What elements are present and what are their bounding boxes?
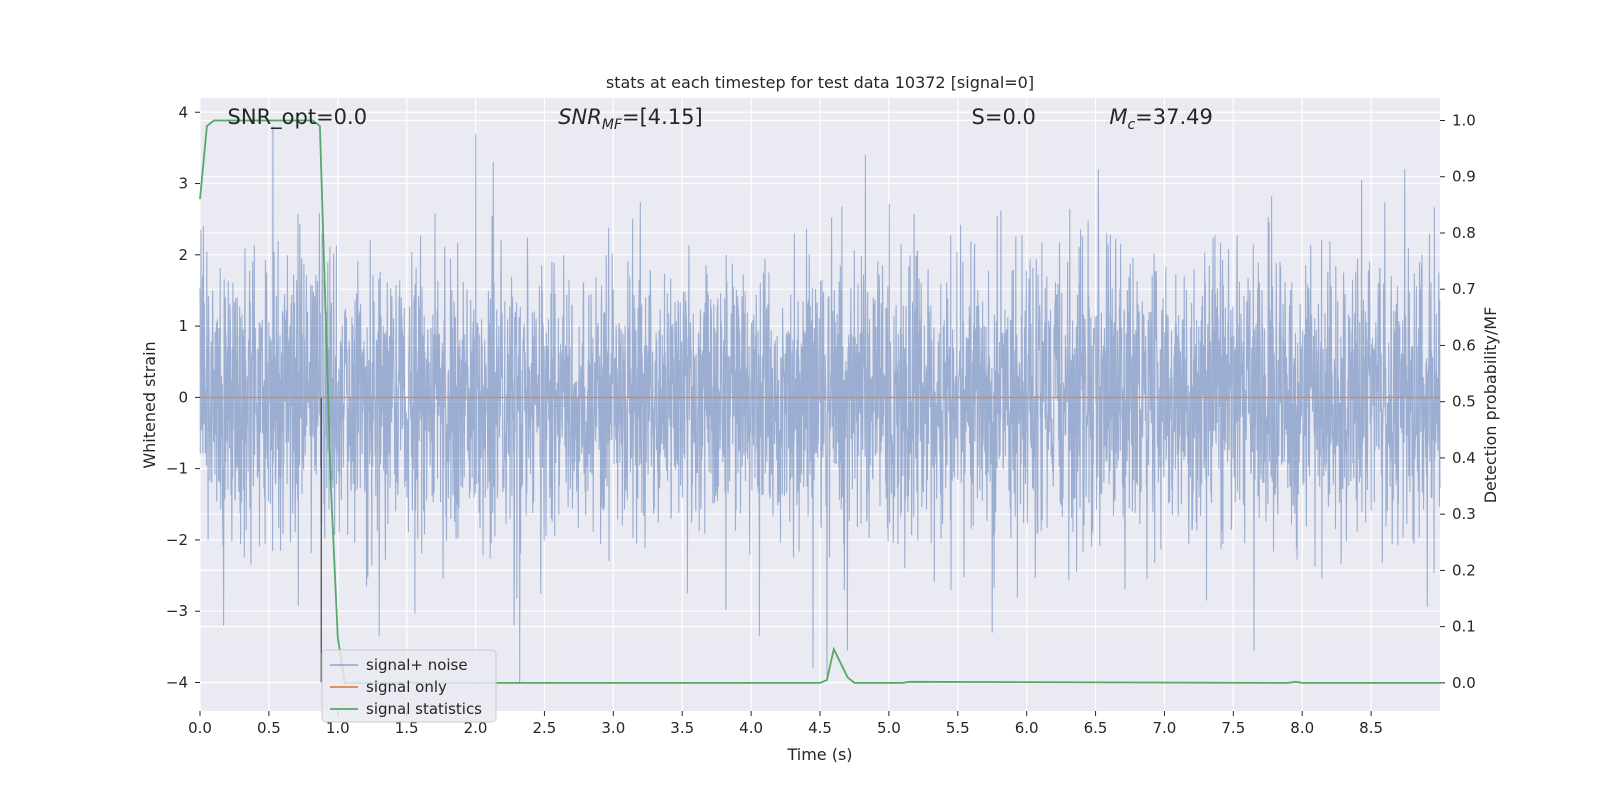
- annotations: SNR_opt=0.0 SNRMF=[4.15] S=0.0 Mc=37.49: [228, 105, 1213, 133]
- legend-box: [321, 649, 497, 723]
- y2-tick-label: 0.5: [1452, 393, 1476, 411]
- annotation-subscript: c: [1127, 117, 1135, 133]
- y2-tick-label: 0.1: [1452, 618, 1476, 636]
- annotation-base: SNR: [558, 105, 602, 129]
- x-tick-label: 7.5: [1221, 719, 1245, 737]
- y-tick-label: −1: [166, 460, 188, 478]
- y2-tick-label: 0.0: [1452, 674, 1476, 692]
- x-tick-label: 8.5: [1359, 719, 1383, 737]
- y2-tick-label: 0.7: [1452, 280, 1476, 298]
- x-tick-label: 4.5: [808, 719, 832, 737]
- x-tick-label: 6.0: [1015, 719, 1039, 737]
- y2-tick-labels: 1.0 0.9 0.8 0.7 0.6 0.5 0.4 0.3 0.2 0.1 0.0: [1440, 111, 1476, 692]
- legend-label: signal+ noise: [366, 656, 468, 674]
- y-tick-label: −4: [166, 673, 188, 691]
- x-tick-label: 3.5: [670, 719, 694, 737]
- x-tick-label: 4.0: [739, 719, 763, 737]
- y-tick-label: −2: [166, 531, 188, 549]
- y-tick-label: 0: [178, 388, 188, 406]
- y-tick-labels: 4 3 2 1 0 −1 −2 −3 −4: [166, 103, 200, 691]
- x-tick-label: 1.0: [326, 719, 350, 737]
- line-series: [199, 119, 1440, 684]
- annotation-3: Mc=37.49: [1109, 105, 1213, 133]
- annotation-value: =37.49: [1135, 105, 1213, 129]
- y-axis-label: Whitened strain: [140, 341, 159, 468]
- annotation-value: =[4.15]: [622, 105, 703, 129]
- annotation-subscript: MF: [602, 117, 623, 133]
- y-tick-label: 2: [178, 246, 188, 264]
- x-tick-label: 3.0: [601, 719, 625, 737]
- legend-label: signal only: [366, 678, 447, 696]
- y2-tick-label: 1.0: [1452, 111, 1476, 129]
- chart-title: stats at each timestep for test data 103…: [606, 73, 1034, 92]
- y-tick-label: 3: [178, 175, 188, 193]
- annotation-base: M: [1109, 105, 1127, 129]
- legend-label: signal statistics: [366, 700, 482, 718]
- x-axis-label: Time (s): [786, 745, 852, 764]
- signal-noise-line: [199, 126, 1441, 683]
- x-tick-label: 8.0: [1290, 719, 1314, 737]
- y2-tick-label: 0.9: [1452, 168, 1476, 186]
- y2-tick-label: 0.2: [1452, 561, 1476, 579]
- y2-tick-label: 0.8: [1452, 224, 1476, 242]
- signal-statistics-line: [199, 119, 1440, 684]
- x-tick-label: 1.5: [395, 719, 419, 737]
- x-tick-label: 0.0: [188, 719, 212, 737]
- x-tick-label: 6.5: [1084, 719, 1108, 737]
- y-tick-label: −3: [166, 602, 188, 620]
- y2-tick-label: 0.6: [1452, 336, 1476, 354]
- signal-noise-series: [199, 126, 1441, 683]
- legend: signal+ noise signal only signal statistic…: [321, 649, 497, 723]
- y-tick-label: 4: [178, 103, 188, 121]
- x-tick-label: 5.5: [946, 719, 970, 737]
- annotation-0: SNR_opt=0.0: [228, 105, 368, 130]
- x-tick-labels: 0.0 0.5 1.0 1.5 2.0 2.5 3.0 3.5 4.0 4.5 5.0 5.5 6.0 6…: [188, 711, 1383, 737]
- x-tick-label: 7.0: [1153, 719, 1177, 737]
- x-tick-label: 0.5: [257, 719, 281, 737]
- x-tick-label: 2.5: [533, 719, 557, 737]
- y-tick-label: 1: [178, 317, 188, 335]
- y2-tick-label: 0.3: [1452, 505, 1476, 523]
- y2-axis-label: Detection probability/MF: [1481, 307, 1500, 504]
- annotation-2: S=0.0: [972, 105, 1036, 129]
- x-tick-label: 5.0: [877, 719, 901, 737]
- y2-tick-label: 0.4: [1452, 449, 1476, 467]
- annotation-1: SNRMF=[4.15]: [558, 105, 703, 133]
- x-tick-label: 2.0: [464, 719, 488, 737]
